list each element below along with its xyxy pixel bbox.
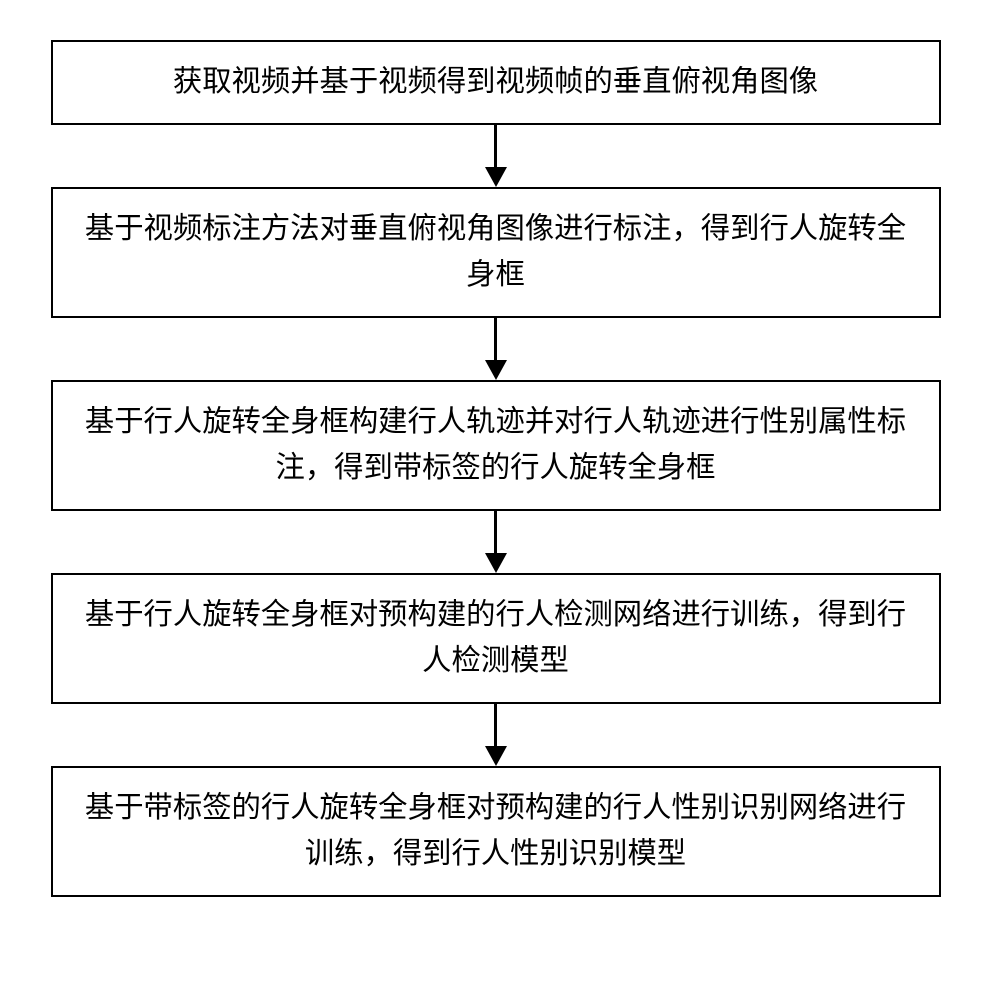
- flowchart-arrow: [485, 318, 507, 380]
- arrow-head-icon: [485, 746, 507, 766]
- flowchart-box-step4: 基于行人旋转全身框对预构建的行人检测网络进行训练，得到行人检测模型: [51, 573, 941, 704]
- flowchart-container: 获取视频并基于视频得到视频帧的垂直俯视角图像基于视频标注方法对垂直俯视角图像进行…: [51, 40, 941, 897]
- arrow-line: [494, 318, 497, 360]
- arrow-head-icon: [485, 167, 507, 187]
- flowchart-box-step2: 基于视频标注方法对垂直俯视角图像进行标注，得到行人旋转全身框: [51, 187, 941, 318]
- flowchart-arrow: [485, 704, 507, 766]
- arrow-head-icon: [485, 360, 507, 380]
- arrow-line: [494, 511, 497, 553]
- flowchart-arrow: [485, 511, 507, 573]
- flowchart-box-step5: 基于带标签的行人旋转全身框对预构建的行人性别识别网络进行训练，得到行人性别识别模…: [51, 766, 941, 897]
- flowchart-box-step1: 获取视频并基于视频得到视频帧的垂直俯视角图像: [51, 40, 941, 125]
- arrow-head-icon: [485, 553, 507, 573]
- arrow-line: [494, 704, 497, 746]
- arrow-line: [494, 125, 497, 167]
- flowchart-arrow: [485, 125, 507, 187]
- flowchart-box-step3: 基于行人旋转全身框构建行人轨迹并对行人轨迹进行性别属性标注，得到带标签的行人旋转…: [51, 380, 941, 511]
